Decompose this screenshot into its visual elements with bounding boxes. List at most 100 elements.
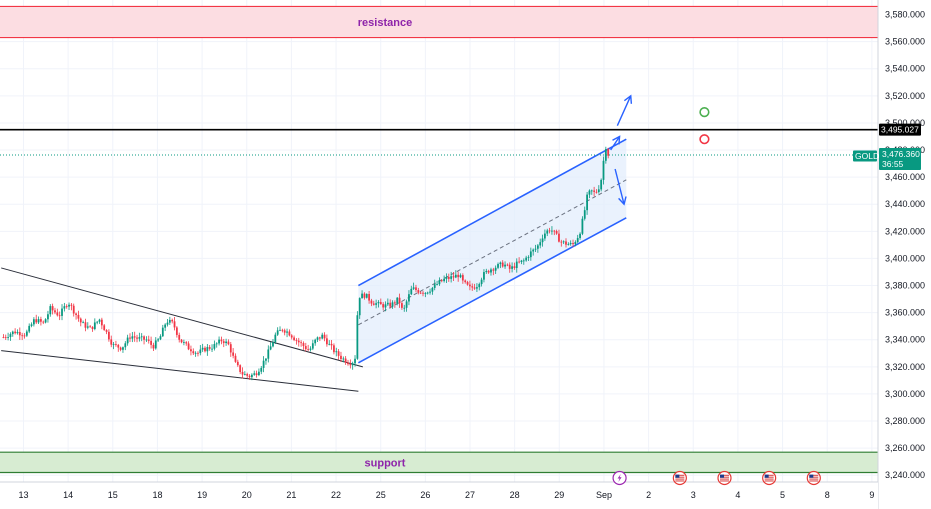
wedge-upper-line xyxy=(1,267,363,368)
candle-body xyxy=(154,340,157,349)
candle-body xyxy=(307,349,310,350)
candle-body xyxy=(199,349,202,354)
y-tick-label: 3,580.000 xyxy=(885,10,925,20)
candle-body xyxy=(265,358,267,361)
candle-body xyxy=(37,319,40,323)
projection-arrowhead xyxy=(612,135,621,145)
candle-body xyxy=(25,331,28,336)
candle-body xyxy=(133,336,136,338)
candle-body xyxy=(239,365,242,372)
us-flag-icon[interactable] xyxy=(672,470,687,486)
candle-body xyxy=(506,264,509,266)
candle-body xyxy=(527,257,530,258)
candle-body xyxy=(89,326,92,328)
candle-body xyxy=(194,352,197,354)
candle-body xyxy=(464,280,467,283)
lightning-bolt xyxy=(617,474,622,482)
candle-body xyxy=(347,362,349,365)
candle-body xyxy=(485,270,488,273)
candle-body xyxy=(164,324,167,328)
candle-body xyxy=(126,337,129,344)
candles xyxy=(2,146,610,381)
candle-body xyxy=(536,245,539,249)
event-icons[interactable] xyxy=(612,470,821,486)
x-tick-label: 15 xyxy=(108,490,118,500)
candle-body xyxy=(302,343,305,347)
us-flag-icon[interactable] xyxy=(762,470,777,486)
signal-circle xyxy=(699,134,710,145)
key-level-value: 3,495.027 xyxy=(881,125,919,135)
candle-body xyxy=(68,304,70,307)
candle-body xyxy=(389,302,392,307)
candle-body xyxy=(497,264,499,268)
candle-body xyxy=(377,302,380,304)
x-tick-label: 27 xyxy=(465,490,475,500)
candle-body xyxy=(75,313,77,315)
last-price-value: 3,476.360 xyxy=(882,149,920,159)
candle-body xyxy=(187,343,190,350)
x-tick-label: 9 xyxy=(869,490,874,500)
candle-body xyxy=(138,337,141,339)
candle-body xyxy=(152,344,155,349)
candle-body xyxy=(424,293,427,294)
flag-stripe xyxy=(764,474,774,476)
candle-body xyxy=(225,341,227,344)
us-flag-icon[interactable] xyxy=(717,470,732,486)
candle-body xyxy=(515,261,518,269)
candle-body xyxy=(304,346,307,350)
candle-body xyxy=(457,274,460,278)
candle-body xyxy=(129,337,131,339)
candle-body xyxy=(258,371,260,376)
candle-body xyxy=(124,343,127,348)
candle-body xyxy=(276,330,279,335)
candle-body xyxy=(222,341,225,344)
candle-body xyxy=(84,322,87,328)
resistance-label: resistance xyxy=(358,17,412,29)
candle-body xyxy=(206,347,209,352)
candle-body xyxy=(490,269,492,273)
candle-body xyxy=(565,241,567,245)
candle-body xyxy=(190,349,192,352)
candle-body xyxy=(586,194,588,211)
candle-body xyxy=(384,304,387,308)
candle-body xyxy=(480,279,483,285)
candle-body xyxy=(143,336,145,340)
candle-body xyxy=(100,319,103,326)
candle-body xyxy=(166,322,169,325)
y-tick-label: 3,420.000 xyxy=(885,226,925,236)
candle-body xyxy=(558,233,560,242)
candle-body xyxy=(382,304,385,308)
candle-body xyxy=(419,292,422,294)
candle-body xyxy=(328,343,331,345)
candle-body xyxy=(49,306,52,315)
candle-body xyxy=(429,291,431,293)
candle-body xyxy=(61,308,63,316)
candle-body xyxy=(178,334,181,340)
candle-body xyxy=(358,298,361,316)
candle-body xyxy=(274,334,277,343)
candle-body xyxy=(370,300,373,304)
candle-body xyxy=(349,364,352,366)
candle-body xyxy=(410,288,413,295)
candle-body xyxy=(422,292,424,294)
lightning-icon[interactable] xyxy=(612,470,627,486)
candle-body xyxy=(393,302,396,304)
us-flag-icon[interactable] xyxy=(806,470,821,486)
candle-body xyxy=(180,339,183,343)
candle-body xyxy=(183,342,185,343)
support-zone xyxy=(0,452,878,473)
candle-body xyxy=(103,325,106,331)
candle-body xyxy=(236,361,239,366)
candle-body xyxy=(150,340,152,345)
flag-stripe xyxy=(720,478,730,480)
candle-body xyxy=(405,301,408,308)
x-tick-label: 22 xyxy=(331,490,341,500)
candle-body xyxy=(354,358,356,364)
candle-body xyxy=(569,243,572,245)
y-tick-label: 3,540.000 xyxy=(885,64,925,74)
candle-body xyxy=(386,302,389,305)
candle-body xyxy=(86,326,89,328)
support-label: support xyxy=(365,457,406,469)
